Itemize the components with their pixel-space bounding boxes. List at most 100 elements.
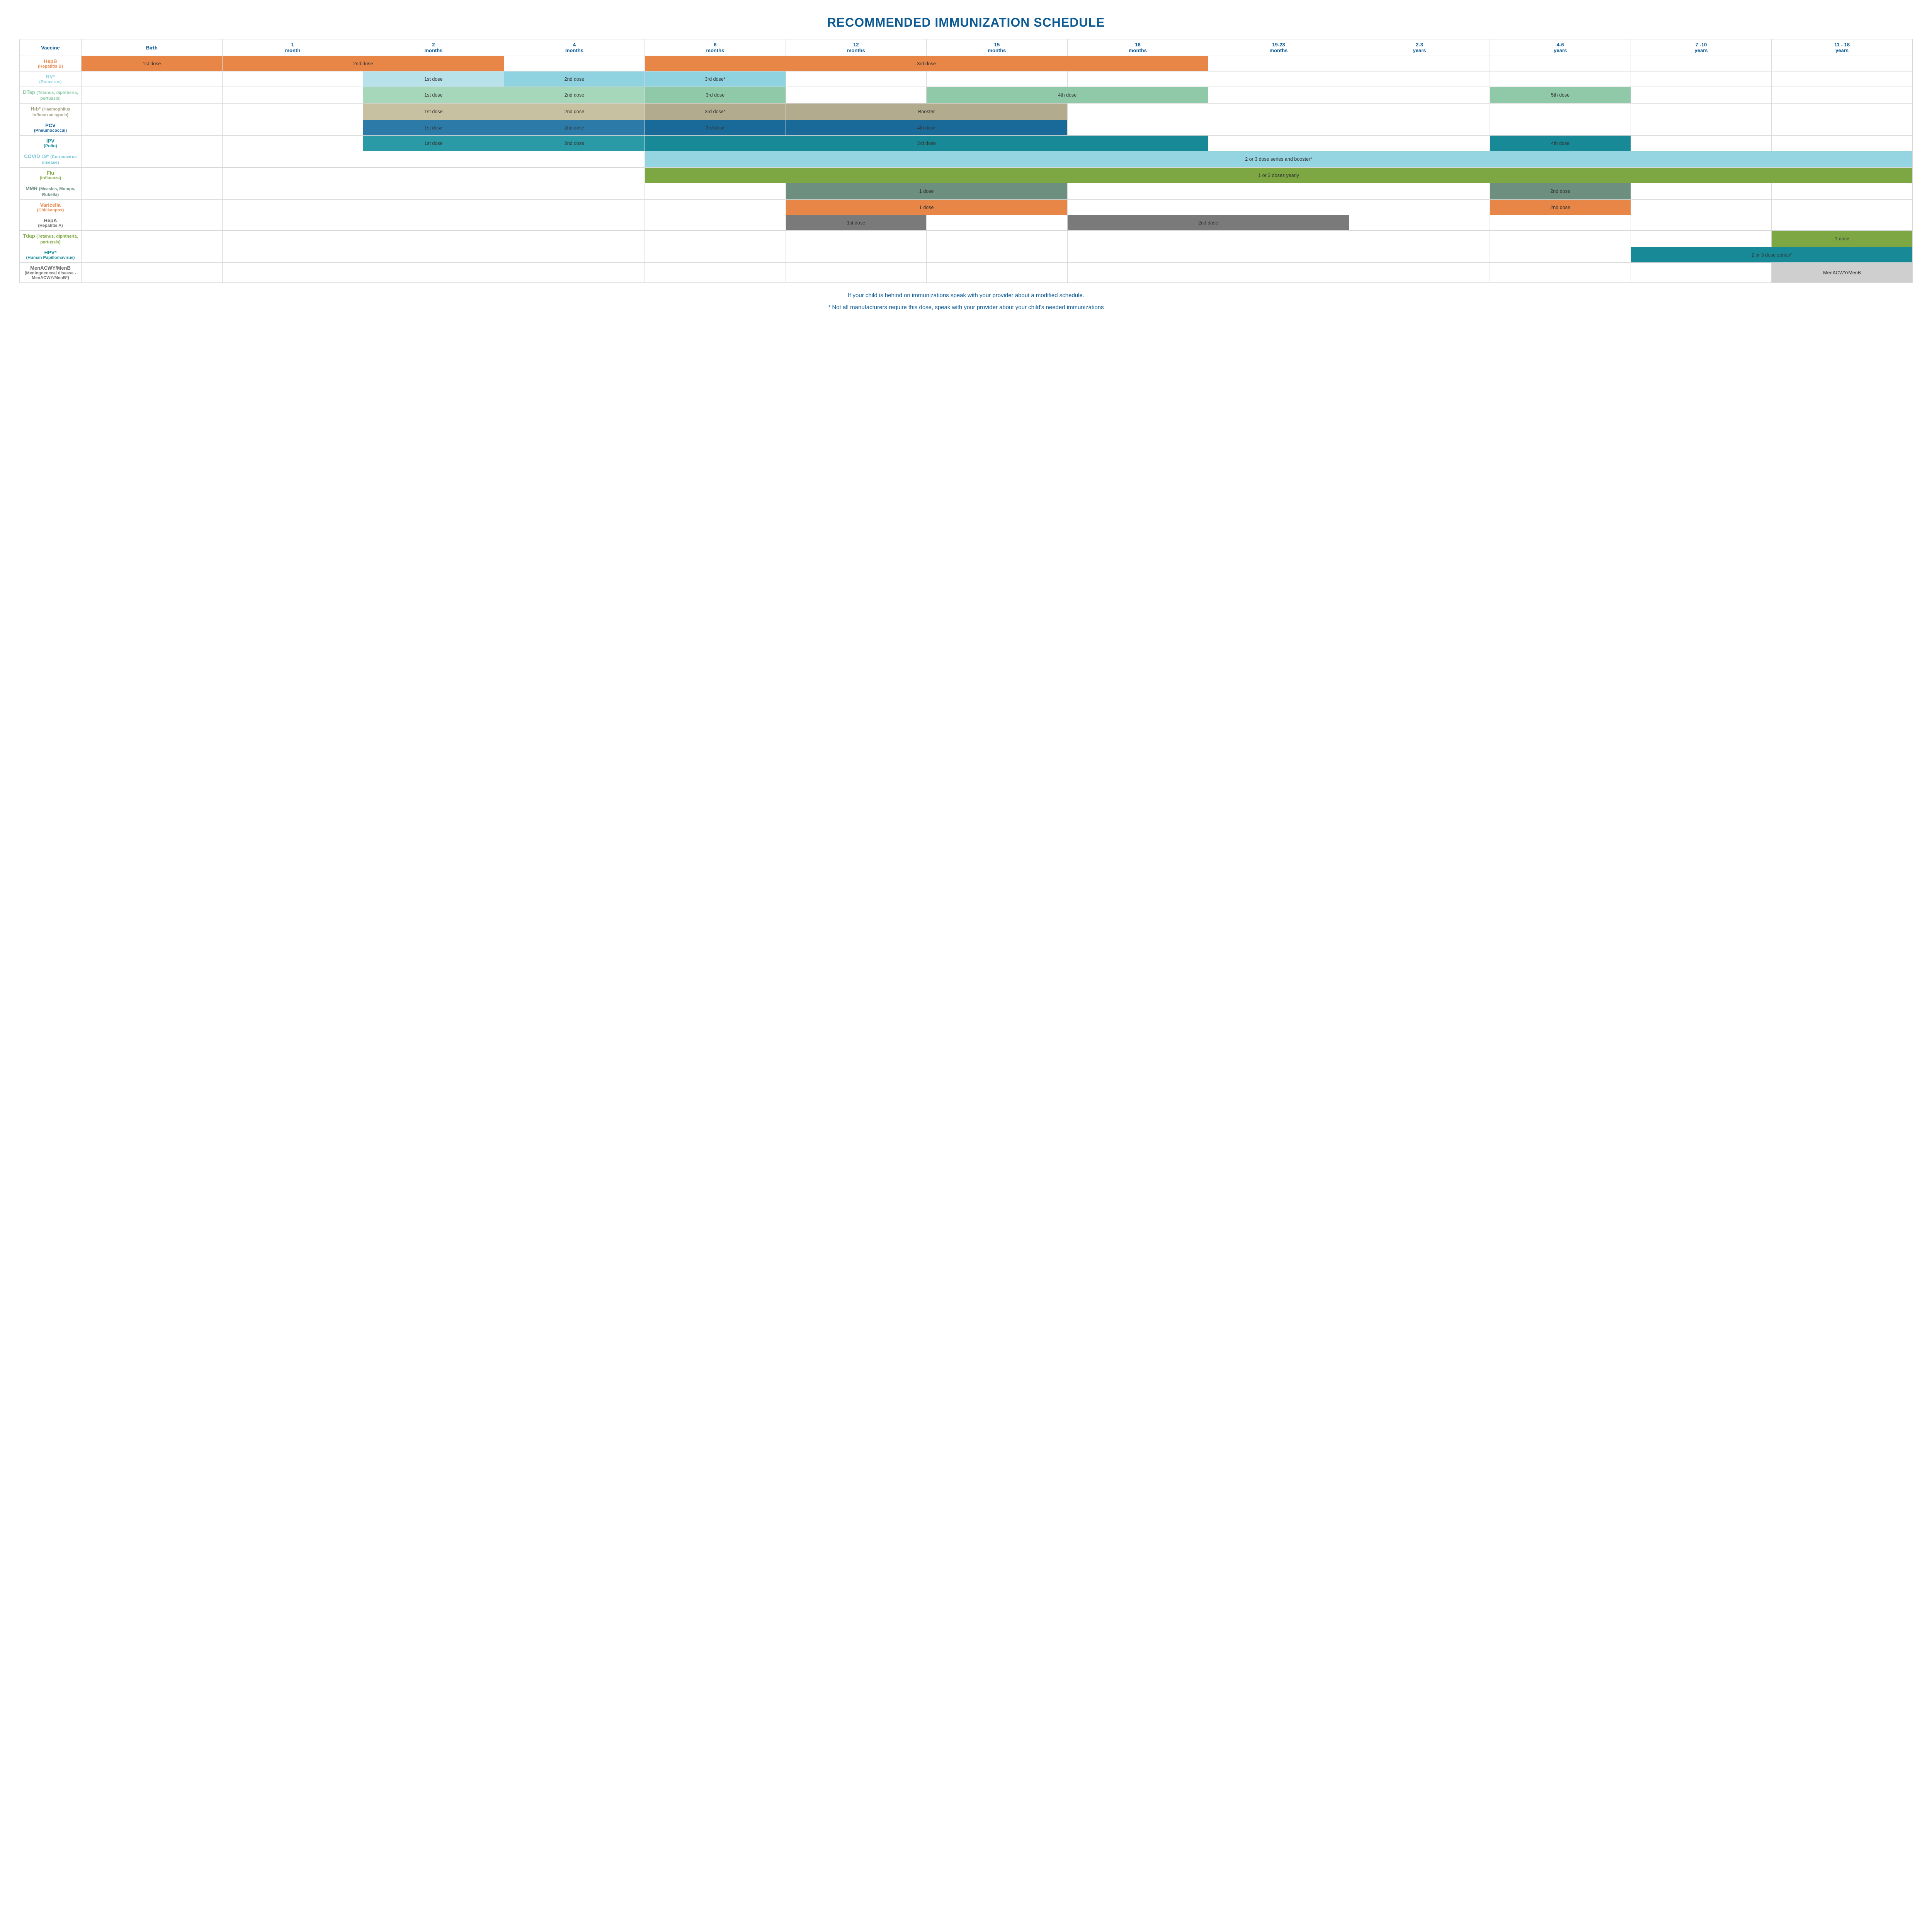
dose-cell xyxy=(1490,71,1631,87)
dose-cell: 1st dose xyxy=(786,215,927,231)
dose-cell xyxy=(1208,71,1349,87)
dose-cell xyxy=(222,231,363,247)
dose-cell: 1 dose xyxy=(786,200,1067,215)
col-header: Vaccine xyxy=(20,39,82,56)
dose-cell xyxy=(82,151,223,168)
dose-cell: 3rd dose xyxy=(645,136,1208,151)
dose-cell xyxy=(1490,215,1631,231)
dose-cell xyxy=(645,231,786,247)
dose-cell xyxy=(363,200,504,215)
vaccine-label: MenACWY/MenB(Meningococcal disease - Men… xyxy=(20,263,82,283)
dose-cell xyxy=(1349,87,1490,104)
dose-cell xyxy=(927,247,1068,263)
dose-cell xyxy=(1772,120,1913,136)
dose-cell xyxy=(1631,231,1772,247)
dose-cell xyxy=(363,215,504,231)
dose-cell xyxy=(1772,136,1913,151)
dose-cell xyxy=(222,247,363,263)
dose-cell xyxy=(1490,56,1631,71)
dose-cell xyxy=(1208,56,1349,71)
dose-cell: 5th dose xyxy=(1490,87,1631,104)
vaccine-label: Flu(Influenza) xyxy=(20,168,82,183)
dose-cell: 3rd dose xyxy=(645,87,786,104)
dose-cell xyxy=(222,200,363,215)
vaccine-label: DTap (Tetanus, diphtheria, pertussis) xyxy=(20,87,82,104)
vaccine-label: HepB(Hepatitis B) xyxy=(20,56,82,71)
dose-cell xyxy=(1631,200,1772,215)
col-header: 15months xyxy=(927,39,1068,56)
col-header: 2months xyxy=(363,39,504,56)
table-row: Tdap (Tetanus, diphtheria, pertussis)1 d… xyxy=(20,231,1913,247)
col-header: 12months xyxy=(786,39,927,56)
vaccine-label: Hib* (Haemophilus influenzae type b) xyxy=(20,104,82,120)
dose-cell xyxy=(222,263,363,283)
dose-cell xyxy=(786,71,927,87)
vaccine-label: COVID 19* (Coronavirus disease) xyxy=(20,151,82,168)
dose-cell xyxy=(1772,87,1913,104)
dose-cell xyxy=(82,136,223,151)
dose-cell xyxy=(1631,120,1772,136)
dose-cell xyxy=(1631,263,1772,283)
col-header: 19-23months xyxy=(1208,39,1349,56)
dose-cell: 1 dose xyxy=(786,183,1067,200)
dose-cell xyxy=(222,215,363,231)
dose-cell xyxy=(1208,136,1349,151)
dose-cell xyxy=(1067,231,1208,247)
dose-cell: 1st dose xyxy=(82,56,223,71)
vaccine-label: HepA(Hepatitis A) xyxy=(20,215,82,231)
dose-cell xyxy=(222,87,363,104)
dose-cell xyxy=(1208,183,1349,200)
dose-cell xyxy=(786,263,927,283)
dose-cell xyxy=(1772,56,1913,71)
dose-cell xyxy=(1067,263,1208,283)
dose-cell: Booster xyxy=(786,104,1067,120)
dose-cell xyxy=(504,263,645,283)
dose-cell xyxy=(1067,71,1208,87)
dose-cell xyxy=(1349,200,1490,215)
table-row: MMR (Measles, Mumps, Rubella)1 dose2nd d… xyxy=(20,183,1913,200)
dose-cell xyxy=(645,247,786,263)
dose-cell: 1st dose xyxy=(363,120,504,136)
dose-cell xyxy=(645,200,786,215)
dose-cell xyxy=(1490,263,1631,283)
dose-cell xyxy=(82,168,223,183)
dose-cell xyxy=(504,56,645,71)
table-row: COVID 19* (Coronavirus disease) 2 or 3 do… xyxy=(20,151,1913,168)
table-row: Hib* (Haemophilus influenzae type b)1st … xyxy=(20,104,1913,120)
vaccine-label: Varicella(Chickenpox) xyxy=(20,200,82,215)
dose-cell xyxy=(645,215,786,231)
dose-cell xyxy=(363,151,504,168)
dose-cell xyxy=(82,200,223,215)
dose-cell xyxy=(1349,104,1490,120)
dose-cell xyxy=(82,183,223,200)
dose-cell: 2nd dose xyxy=(504,120,645,136)
dose-cell: 2nd dose xyxy=(504,87,645,104)
dose-cell: 2 or 3 dose series* xyxy=(1631,247,1912,263)
footnote-2: * Not all manufacturers require this dos… xyxy=(19,304,1913,311)
col-header: 6months xyxy=(645,39,786,56)
dose-cell xyxy=(1349,231,1490,247)
dose-cell: MenACWY/MenB xyxy=(1772,263,1913,283)
col-header: 18months xyxy=(1067,39,1208,56)
dose-cell xyxy=(82,87,223,104)
dose-cell xyxy=(1631,87,1772,104)
col-header: 1month xyxy=(222,39,363,56)
dose-cell xyxy=(1772,183,1913,200)
dose-cell xyxy=(1490,247,1631,263)
vaccine-label: MMR (Measles, Mumps, Rubella) xyxy=(20,183,82,200)
table-row: HepB(Hepatitis B)1st dose2nd dose3rd dos… xyxy=(20,56,1913,71)
dose-cell xyxy=(1208,104,1349,120)
dose-cell xyxy=(1208,120,1349,136)
dose-cell xyxy=(1631,56,1772,71)
dose-cell xyxy=(222,104,363,120)
dose-cell xyxy=(927,215,1068,231)
dose-cell: 2 or 3 dose series and booster* xyxy=(645,151,1913,168)
dose-cell xyxy=(1349,215,1490,231)
dose-cell xyxy=(504,151,645,168)
dose-cell xyxy=(1067,120,1208,136)
vaccine-label: HPV*(Human Papillomavirus) xyxy=(20,247,82,263)
page-title: RECOMMENDED IMMUNIZATION SCHEDULE xyxy=(19,15,1913,30)
dose-cell: 3rd dose* xyxy=(645,71,786,87)
dose-cell xyxy=(222,168,363,183)
dose-cell xyxy=(1631,183,1772,200)
